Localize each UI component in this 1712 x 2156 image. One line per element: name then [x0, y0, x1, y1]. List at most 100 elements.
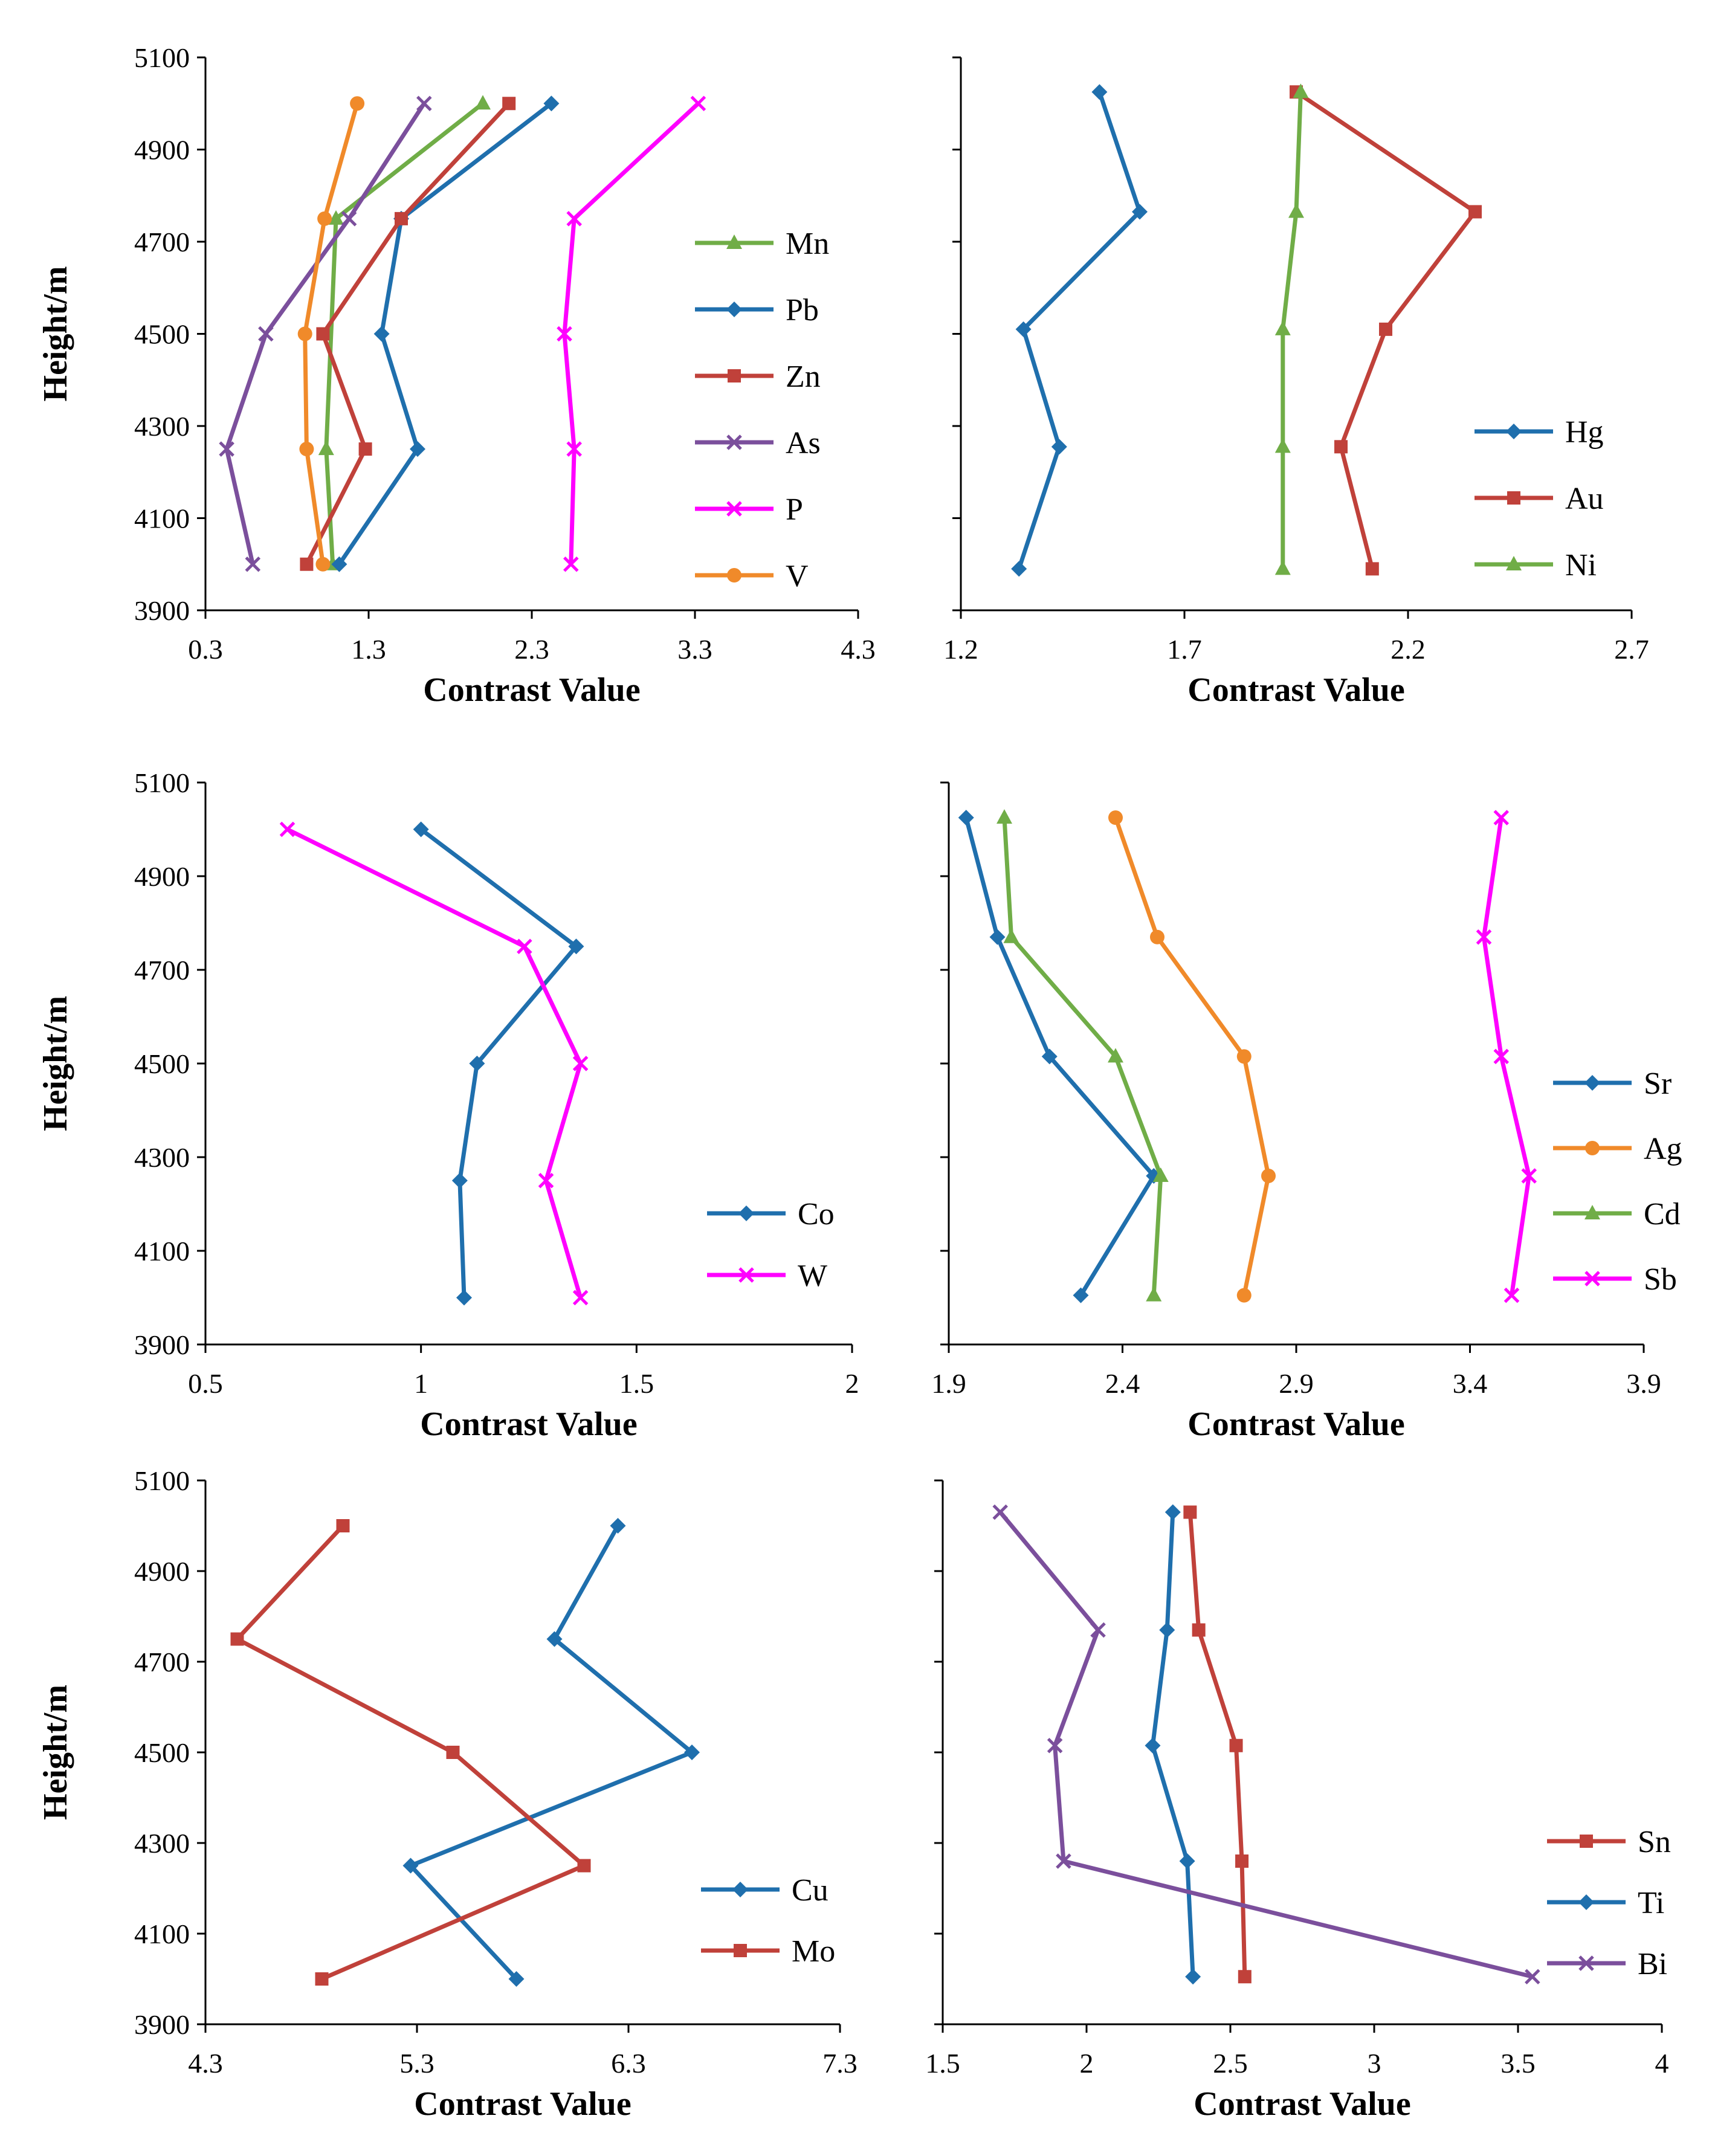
y-tick-label: 3900 [134, 1329, 190, 1360]
series-bi [992, 1504, 1540, 1985]
panel-2: 1.2 1.7 2.2 2.7 Contrast Value Hg Au Ni [943, 56, 1649, 709]
y-tick-label: 4900 [134, 1556, 190, 1587]
y-axis-title: Height/m [37, 266, 74, 402]
x-tick-label: 1.7 [1167, 634, 1202, 665]
legend-label: P [786, 492, 803, 527]
data-point [958, 810, 974, 826]
x-axis-title: Contrast Value [414, 2085, 631, 2123]
x-tick-label: 2.9 [1279, 1368, 1314, 1399]
legend-marker [732, 1882, 748, 1897]
legend-label: Au [1565, 482, 1604, 516]
data-point [358, 442, 372, 456]
data-point [315, 1972, 329, 1986]
x-tick-label: 2.5 [1213, 2048, 1248, 2079]
series-line [1002, 817, 1163, 1296]
legend-entry-w: W [707, 1259, 827, 1293]
series-line [324, 102, 485, 564]
x-tick-label: 1.2 [943, 634, 978, 665]
legend-marker [1580, 1835, 1593, 1848]
legend-marker [1584, 1271, 1600, 1286]
y-tick-label: 4700 [134, 1647, 190, 1677]
y-tick-label: 4500 [134, 1737, 190, 1768]
y-tick-label: 4100 [134, 503, 190, 534]
legend-label: Sr [1644, 1067, 1672, 1101]
legend-entry-au: Au [1475, 482, 1604, 516]
data-point [328, 210, 344, 225]
series-line [1016, 91, 1142, 570]
data-point [546, 1631, 563, 1647]
legend-label: Ti [1638, 1886, 1664, 1920]
data-point [1468, 205, 1482, 219]
x-tick-label: 3.3 [677, 634, 712, 665]
data-point [566, 211, 582, 227]
y-tick-label: 4300 [134, 411, 190, 442]
panel-5: 3900 4100 4300 4500 4700 4900 5100 4.3 5.3 6.3 7.3… [37, 1465, 858, 2123]
x-tick-label: 2.2 [1391, 634, 1426, 665]
legend-label: As [786, 426, 821, 460]
legend-label: W [798, 1259, 827, 1293]
x-axis-title: Contrast Value [423, 671, 640, 709]
x-tick-label: 0.5 [188, 1368, 223, 1399]
data-point [538, 1172, 554, 1189]
data-point [317, 211, 332, 226]
series-sr [958, 810, 1162, 1303]
data-point [416, 95, 432, 112]
legend-entry-ni: Ni [1475, 548, 1597, 583]
legend-entry-co: Co [707, 1197, 835, 1231]
data-point [1047, 1737, 1063, 1754]
data-point [1159, 1622, 1175, 1638]
data-point [1236, 1049, 1252, 1064]
legend-label: Mn [786, 227, 829, 261]
legend-marker [1585, 1141, 1600, 1155]
data-point [258, 326, 274, 342]
y-axis-title: Height/m [37, 1685, 74, 1820]
data-point [1003, 928, 1019, 943]
y-tick-label: 3900 [134, 2009, 190, 2040]
panel-4: 1.9 2.4 2.9 3.4 3.9 Contrast Value Sr Ag Cd Sb [931, 781, 1682, 1443]
series-ni [1274, 83, 1309, 575]
series-line [235, 1524, 586, 1981]
data-point [1238, 1970, 1252, 1984]
data-point [1015, 321, 1032, 337]
series-line [1482, 817, 1531, 1296]
series-cu [402, 1518, 700, 1987]
data-point [1525, 1969, 1540, 1985]
x-tick-label: 2.4 [1105, 1368, 1140, 1399]
y-tick-label: 5100 [134, 1465, 190, 1496]
data-point [690, 95, 706, 112]
x-tick-label: 4.3 [188, 2048, 223, 2079]
x-tick-label: 0.3 [188, 634, 223, 665]
data-point [1476, 929, 1492, 945]
data-point [1011, 561, 1027, 577]
data-point [997, 809, 1012, 824]
legend-marker [728, 369, 741, 382]
data-point [1090, 1622, 1106, 1638]
series-sb [1476, 810, 1537, 1303]
data-point [1288, 203, 1304, 218]
data-point [517, 938, 532, 955]
x-tick-label: 3.9 [1626, 1368, 1661, 1399]
legend-entry-zn: Zn [695, 360, 821, 394]
legend-label: Pb [786, 293, 819, 328]
data-point [1504, 1287, 1520, 1303]
x-axis-title: Contrast Value [1187, 1406, 1404, 1443]
legend-label: Bi [1638, 1947, 1667, 1981]
data-point [336, 1519, 350, 1532]
x-tick-label: 2 [845, 1368, 859, 1399]
data-point [230, 1632, 244, 1646]
series-co [413, 821, 584, 1306]
data-point [469, 1056, 485, 1071]
x-tick-label: 1.9 [931, 1368, 966, 1399]
data-point [1521, 1168, 1537, 1184]
y-tick-label: 4100 [134, 1236, 190, 1267]
data-point [502, 97, 516, 111]
data-point [1185, 1969, 1201, 1985]
data-point [557, 326, 572, 342]
series-p [557, 95, 706, 572]
legend-label: Sn [1638, 1825, 1671, 1859]
data-point [1164, 1504, 1181, 1520]
data-point [297, 326, 312, 341]
legend-label: Sb [1644, 1262, 1677, 1297]
data-point [992, 1504, 1008, 1520]
